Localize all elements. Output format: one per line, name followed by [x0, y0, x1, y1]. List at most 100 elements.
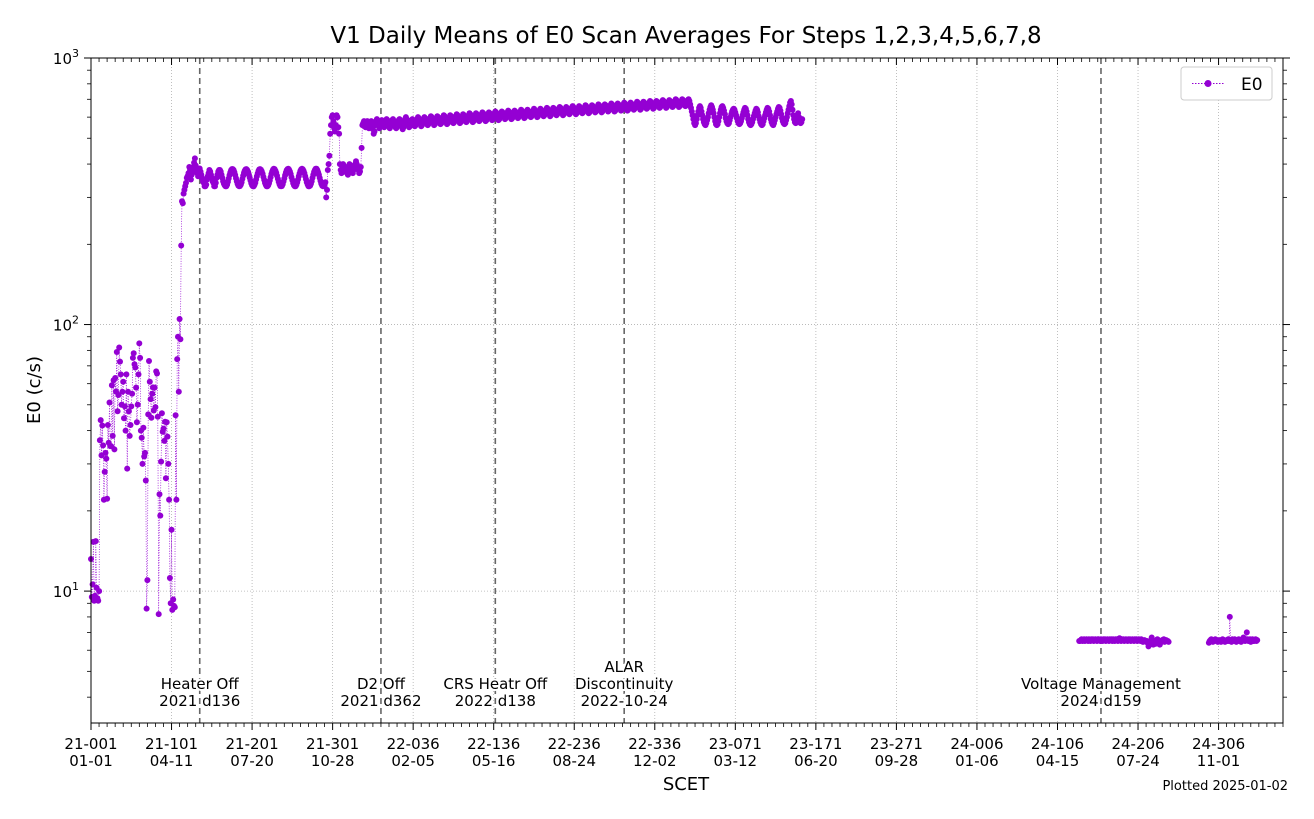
data-point [124, 465, 131, 472]
data-point [178, 242, 185, 249]
data-point [187, 176, 194, 183]
data-point [146, 378, 153, 385]
data-point [121, 403, 128, 410]
data-point [157, 512, 164, 519]
data-point [357, 164, 364, 170]
data-point [327, 130, 334, 137]
data-point [163, 419, 170, 426]
x-tick-label: 22-036 [387, 735, 440, 753]
x-tick-label: 23-171 [789, 735, 842, 753]
data-point [344, 171, 351, 178]
data-point [133, 384, 140, 391]
x-tick-label: 08-24 [552, 752, 596, 770]
data-point [117, 371, 124, 378]
data-point [789, 106, 796, 113]
data-point [122, 427, 129, 434]
data-point [134, 401, 141, 408]
data-point [109, 432, 116, 439]
x-tick-label: 24-206 [1111, 735, 1164, 753]
data-point [371, 128, 378, 135]
x-tick-label: 05-16 [472, 752, 516, 770]
y-tick-label: 102 [53, 314, 79, 335]
event-label: Voltage Management [1021, 675, 1181, 693]
x-tick-label: 01-06 [955, 752, 999, 770]
data-point [115, 392, 122, 398]
data-point [114, 408, 121, 415]
data-point [92, 538, 99, 545]
x-tick-label: 12-02 [633, 752, 677, 770]
data-point [166, 496, 173, 503]
data-point [96, 437, 103, 444]
data-point [1165, 638, 1172, 645]
data-point [156, 491, 163, 498]
data-point [154, 413, 161, 420]
data-point [174, 356, 181, 363]
x-tick-label: 21-201 [226, 735, 279, 753]
x-tick-label: 24-106 [1031, 735, 1084, 753]
data-point [112, 375, 119, 381]
data-point [119, 388, 126, 395]
x-tick-label: 11-01 [1197, 752, 1241, 770]
data-point [137, 354, 144, 361]
data-point [99, 422, 106, 429]
data-point [104, 495, 111, 502]
data-point [149, 390, 156, 397]
data-point [143, 605, 150, 612]
data-point [158, 410, 165, 417]
data-point [144, 577, 151, 584]
event-label: CRS Heatr Off [443, 675, 548, 693]
data-point [152, 404, 159, 411]
x-tick-label: 09-28 [875, 752, 919, 770]
data-point [1226, 613, 1233, 620]
data-point [133, 419, 140, 426]
data-points [88, 96, 1261, 650]
x-tick-label: 06-20 [794, 752, 838, 770]
y-tick-label: 103 [53, 47, 79, 68]
data-point [127, 422, 134, 428]
data-point [120, 378, 127, 385]
data-point [132, 364, 139, 371]
data-point [142, 477, 149, 484]
data-point [171, 604, 178, 611]
data-point [172, 412, 179, 419]
x-tick-label: 21-001 [64, 735, 117, 753]
data-point [788, 101, 795, 108]
data-point [97, 417, 104, 424]
data-point [191, 155, 198, 162]
y-tick-labels: 101 102 103 [53, 47, 79, 601]
x-tick-label: 22-336 [628, 735, 681, 753]
data-point [117, 358, 123, 365]
chart-title: V1 Daily Means of E0 Scan Averages For S… [330, 23, 1041, 49]
x-tick-label: 21-101 [145, 735, 198, 753]
data-point [140, 424, 147, 431]
event-label: 2022 d138 [455, 692, 536, 710]
x-tick-label: 04-15 [1036, 752, 1080, 770]
legend-label: E0 [1241, 75, 1263, 95]
data-point [161, 437, 168, 444]
x-tick-label: 22-136 [467, 735, 520, 753]
data-point [130, 350, 137, 357]
x-axis-label: SCET [663, 774, 710, 795]
x-tick-label: 24-306 [1192, 735, 1245, 753]
data-point [135, 371, 142, 378]
event-label: Heater Off [161, 675, 240, 693]
event-label: 2021 d362 [340, 692, 421, 710]
data-point [334, 114, 341, 121]
legend-marker [1204, 80, 1212, 87]
event-label: ALAR [604, 658, 644, 676]
x-tick-label: 03-12 [714, 752, 758, 770]
data-point [168, 526, 175, 533]
data-point [158, 458, 165, 465]
x-tick-label: 02-05 [391, 752, 435, 770]
data-point [111, 446, 118, 453]
event-label: Discontinuity [575, 675, 674, 693]
grid [90, 57, 1283, 723]
data-point [162, 475, 169, 482]
data-point [116, 344, 123, 351]
data-point [336, 130, 343, 137]
data-point [165, 460, 172, 467]
data-point [324, 186, 330, 193]
x-tick-label: 07-20 [230, 752, 274, 770]
x-tick-label: 24-006 [950, 735, 1003, 753]
